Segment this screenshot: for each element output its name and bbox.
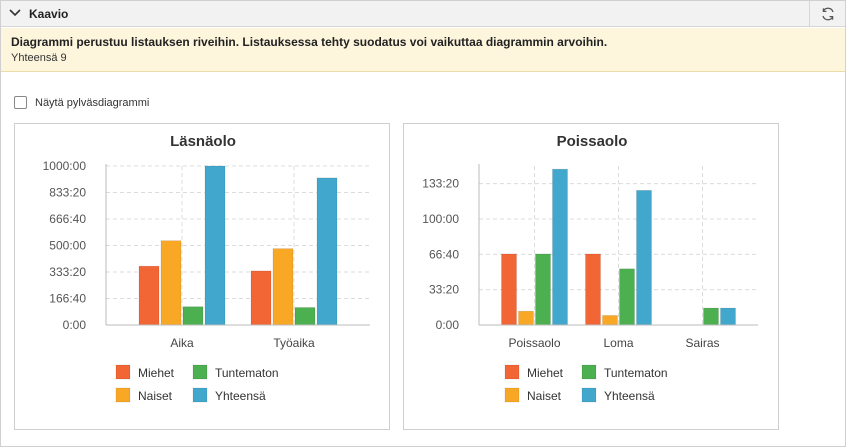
legend-label[interactable]: Yhteensä xyxy=(215,389,266,403)
x-tick-label: Poissaolo xyxy=(508,336,560,350)
chart-poissaolo-svg: Poissaolo 0:00 33:20 66:40 100:00 133:20 Poiss… xyxy=(422,133,758,403)
bar-yhteensä[interactable] xyxy=(636,190,652,326)
chart-poissaolo: Poissaolo 0:00 33:20 66:40 100:00 133:20 Poiss… xyxy=(403,123,779,430)
x-tick-label: Aika xyxy=(170,336,194,350)
bar-naiset[interactable] xyxy=(602,315,618,326)
legend-label[interactable]: Tuntematon xyxy=(215,366,279,380)
bar-yhteensä[interactable] xyxy=(316,177,338,326)
legend-swatch[interactable] xyxy=(581,364,597,380)
bar-yhteensä[interactable] xyxy=(204,165,226,326)
chart-lasnaolo-svg: Läsnäolo 0:00 166:40 333:20 500:00 666:40 833:… xyxy=(43,133,370,403)
bar-tuntematon[interactable] xyxy=(703,307,719,326)
legend-swatch[interactable] xyxy=(504,364,520,380)
bar-naiset[interactable] xyxy=(160,240,182,326)
x-tick-label: Työaika xyxy=(273,336,315,350)
panel-title: Kaavio xyxy=(29,7,69,21)
bar-miehet[interactable] xyxy=(501,253,517,326)
legend-label[interactable]: Miehet xyxy=(138,366,175,380)
legend-swatch[interactable] xyxy=(115,387,131,403)
chart-title: Poissaolo xyxy=(557,133,628,150)
bar-tuntematon[interactable] xyxy=(182,306,204,326)
bar-naiset[interactable] xyxy=(518,310,534,326)
legend-label[interactable]: Tuntematon xyxy=(604,366,668,380)
y-tick-label: 66:40 xyxy=(429,247,459,261)
bar-tuntematon[interactable] xyxy=(619,268,635,326)
panel-header[interactable]: Kaavio xyxy=(1,1,845,27)
x-tick-label: Loma xyxy=(603,336,633,350)
bar-yhteensä[interactable] xyxy=(552,168,568,326)
legend-swatch[interactable] xyxy=(192,364,208,380)
legend-swatch[interactable] xyxy=(192,387,208,403)
y-tick-label: 500:00 xyxy=(49,239,86,253)
refresh-button[interactable] xyxy=(809,1,845,27)
notice-message: Diagrammi perustuu listauksen riveihin. … xyxy=(11,35,608,49)
info-notice: Diagrammi perustuu listauksen riveihin. … xyxy=(1,28,845,72)
bar-naiset[interactable] xyxy=(272,248,294,326)
bar-chart-checkbox[interactable] xyxy=(14,96,27,109)
legend-label[interactable]: Yhteensä xyxy=(604,389,655,403)
chevron-down-icon[interactable] xyxy=(7,5,23,21)
legend-swatch[interactable] xyxy=(504,387,520,403)
y-tick-label: 333:20 xyxy=(49,265,86,279)
legend-label[interactable]: Naiset xyxy=(138,389,173,403)
bar-miehet[interactable] xyxy=(138,265,160,326)
y-tick-label: 666:40 xyxy=(49,212,86,226)
x-tick-label: Sairas xyxy=(685,336,719,350)
legend-label[interactable]: Miehet xyxy=(527,366,564,380)
y-tick-label: 133:20 xyxy=(422,177,459,191)
bar-tuntematon[interactable] xyxy=(535,253,551,326)
y-tick-label: 0:00 xyxy=(436,318,460,332)
legend-label[interactable]: Naiset xyxy=(527,389,562,403)
bar-miehet[interactable] xyxy=(585,253,601,326)
bar-chart-toggle[interactable]: Näytä pylväsdiagrammi xyxy=(14,96,149,109)
y-tick-label: 100:00 xyxy=(422,212,459,226)
bar-yhteensä[interactable] xyxy=(720,307,736,326)
notice-total: Yhteensä 9 xyxy=(11,52,67,64)
bar-tuntematon[interactable] xyxy=(294,307,316,326)
y-tick-label: 33:20 xyxy=(429,283,459,297)
legend-swatch[interactable] xyxy=(115,364,131,380)
y-tick-label: 1000:00 xyxy=(43,159,87,173)
y-tick-label: 0:00 xyxy=(63,318,87,332)
chart-title: Läsnäolo xyxy=(170,133,236,150)
bar-miehet[interactable] xyxy=(250,270,272,326)
y-tick-label: 166:40 xyxy=(49,291,86,305)
y-tick-label: 833:20 xyxy=(49,186,86,200)
bar-chart-toggle-label: Näytä pylväsdiagrammi xyxy=(35,96,150,109)
refresh-icon xyxy=(821,7,834,21)
chart-lasnaolo: Läsnäolo 0:00 166:40 333:20 500:00 666:40 833:… xyxy=(14,123,390,430)
legend-swatch[interactable] xyxy=(581,387,597,403)
